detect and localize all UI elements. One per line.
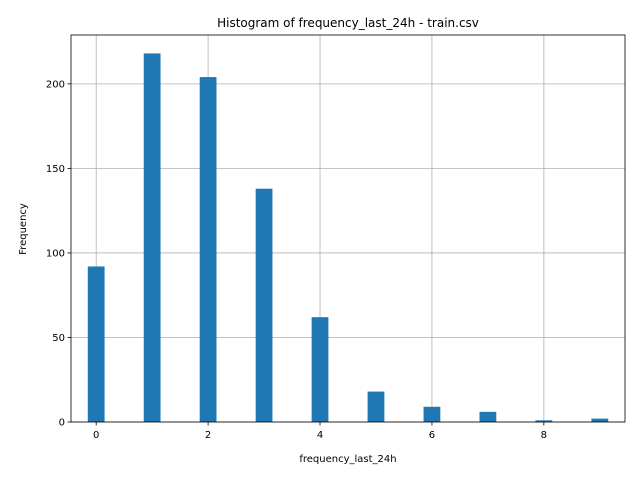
histogram-bar: [255, 188, 273, 422]
histogram-bar: [311, 317, 329, 422]
histogram-bar: [591, 418, 609, 422]
y-axis-label: Frequency: [18, 203, 29, 255]
x-tick-label: 4: [317, 430, 323, 441]
histogram-bar: [423, 406, 441, 422]
histogram-bar: [143, 53, 161, 423]
bars: [87, 53, 609, 423]
y-tick-label: 150: [46, 164, 65, 175]
plot-frame: [70, 34, 626, 423]
y-tick-label: 100: [46, 248, 65, 259]
y-axis-ticks: 0 50 100 150 200: [46, 79, 71, 429]
x-tick-label: 0: [93, 430, 99, 441]
histogram-bar: [87, 266, 105, 422]
chart-title: Histogram of frequency_last_24h - train.…: [217, 16, 479, 30]
histogram-bar: [367, 391, 385, 422]
x-tick-label: 6: [429, 430, 435, 441]
y-tick-label: 0: [59, 418, 65, 429]
histogram-bar: [199, 77, 217, 422]
histogram-bar: [535, 420, 553, 422]
x-tick-label: 2: [205, 430, 211, 441]
y-tick-label: 200: [46, 79, 65, 90]
histogram-bar: [479, 411, 497, 422]
y-tick-label: 50: [52, 333, 65, 344]
x-axis-ticks: 0 2 4 6 8: [93, 422, 547, 441]
x-axis-label: frequency_last_24h: [299, 454, 396, 465]
x-tick-label: 8: [541, 430, 547, 441]
